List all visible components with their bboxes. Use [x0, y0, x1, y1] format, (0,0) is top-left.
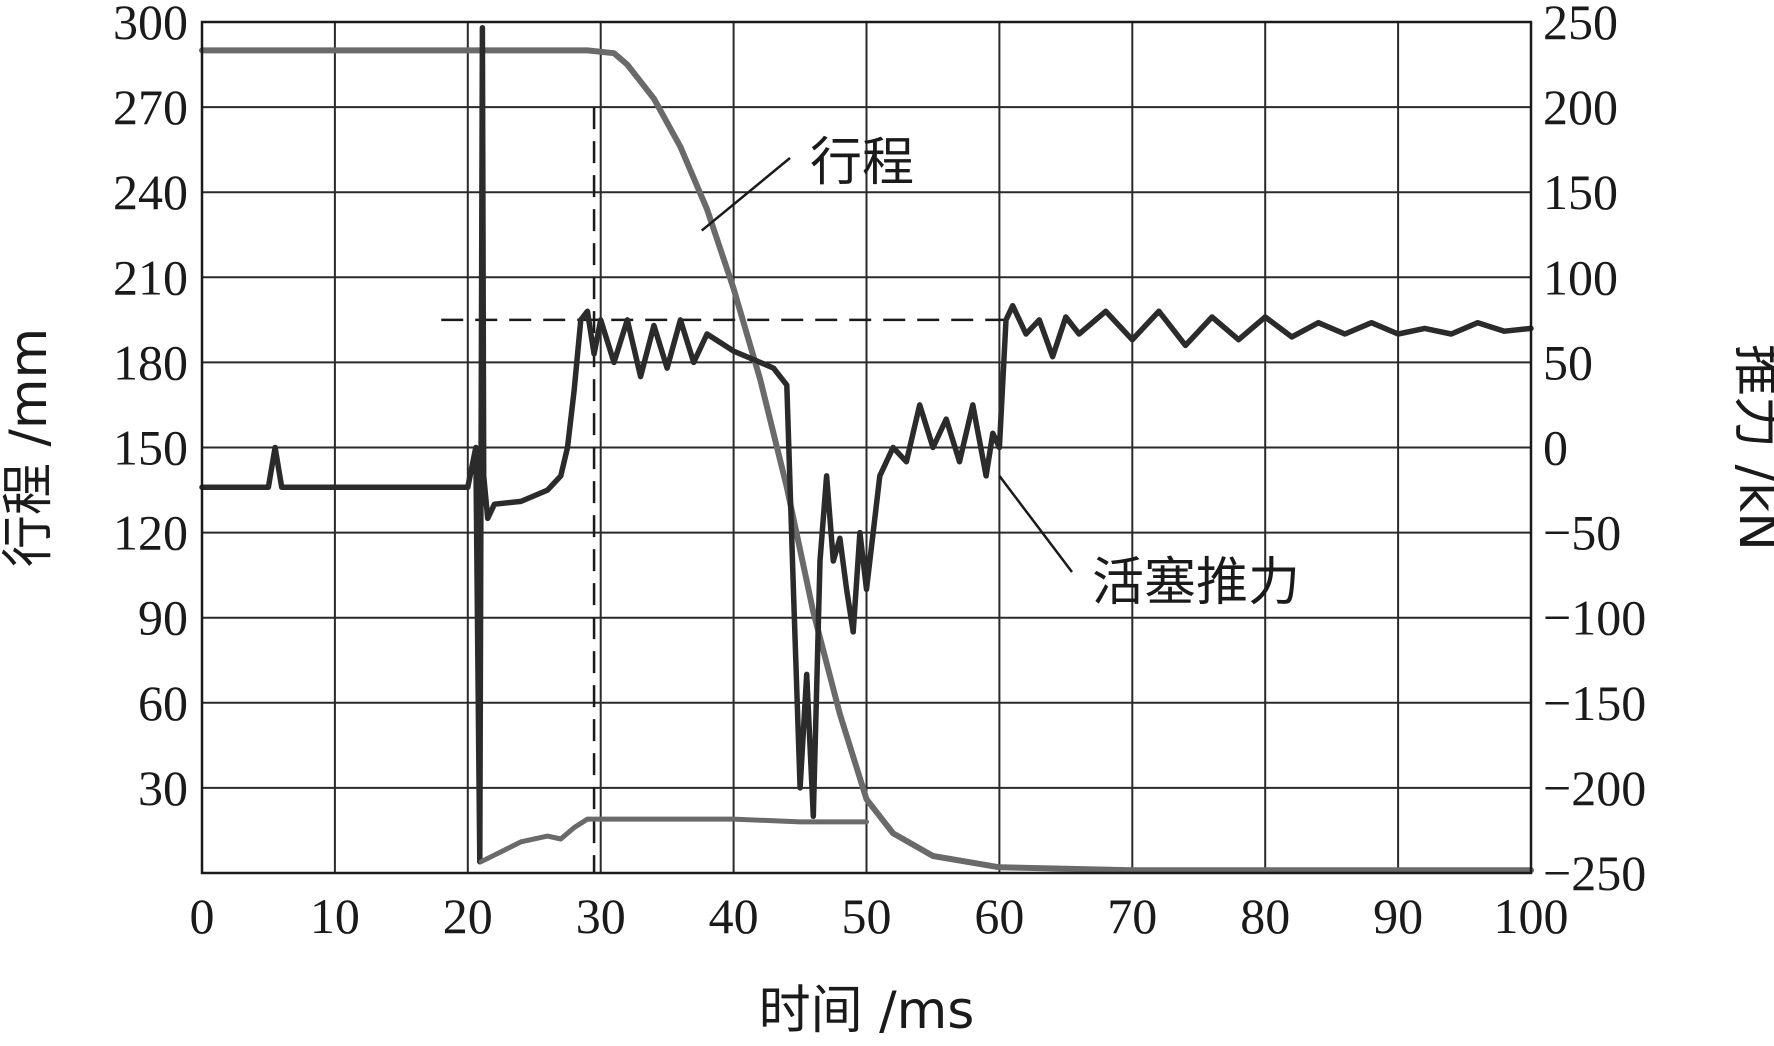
- series-line-3: [478, 816, 869, 865]
- y2-tick-label: 50: [1543, 334, 1593, 390]
- x-tick-label: 70: [1107, 888, 1157, 944]
- x-tick-label: 20: [443, 888, 493, 944]
- y2-tick-label: 150: [1543, 164, 1618, 220]
- annotation-leader: [998, 475, 1073, 573]
- x-tick-label: 60: [974, 888, 1024, 944]
- series-line-2: [199, 24, 1534, 865]
- y-tick-label: 240: [113, 164, 188, 220]
- x-tick-label: 40: [709, 888, 759, 944]
- y2-tick-label: −150: [1543, 675, 1646, 731]
- y2-tick-label: −50: [1543, 505, 1621, 561]
- annotation-stroke-label: 行程: [810, 133, 914, 193]
- x-tick-label: 90: [1373, 888, 1423, 944]
- y2-axis-label: 推力 /kN: [1727, 344, 1774, 551]
- y-tick-label: 90: [138, 590, 188, 646]
- y2-tick-label: 100: [1543, 249, 1618, 305]
- reference-lines: [441, 107, 1013, 873]
- annotation-leader: [700, 157, 791, 232]
- y-tick-label: 30: [138, 760, 188, 816]
- x-tick-label: 10: [310, 888, 360, 944]
- plot-frame: [200, 20, 1533, 875]
- y2-tick-label: 0: [1543, 420, 1568, 476]
- y-tick-label: 150: [113, 420, 188, 476]
- annotation-force-label: 活塞推力: [1092, 553, 1300, 613]
- y-tick-labels: 300 270 240 210 180 150 120 90 60 30: [113, 0, 188, 816]
- y2-tick-label: 200: [1543, 79, 1618, 135]
- y-axis-label: 行程 /mm: [0, 328, 59, 567]
- y-tick-label: 60: [138, 675, 188, 731]
- y2-tick-label: −200: [1543, 760, 1646, 816]
- series-line-1: [199, 47, 1534, 874]
- x-tick-label: 100: [1494, 888, 1569, 944]
- y-tick-label: 180: [113, 334, 188, 390]
- y2-tick-labels: 250 200 150 100 50 0 −50 −100 −150 −200 −250: [1543, 0, 1646, 901]
- x-axis-label: 时间 /ms: [759, 981, 975, 1041]
- y2-tick-label: −250: [1543, 845, 1646, 901]
- series-layer: [199, 24, 1534, 874]
- x-tick-label: 80: [1240, 888, 1290, 944]
- y-tick-label: 120: [113, 505, 188, 561]
- x-tick-label: 50: [842, 888, 892, 944]
- gridlines: [202, 22, 1531, 873]
- y-tick-label: 270: [113, 79, 188, 135]
- x-tick-label: 30: [576, 888, 626, 944]
- y2-tick-label: 250: [1543, 0, 1618, 50]
- y-tick-label: 300: [113, 0, 188, 50]
- y2-tick-label: −100: [1543, 590, 1646, 646]
- x-tick-labels: 0 10 20 30 40 50 60 70 80 90 100: [190, 888, 1569, 944]
- x-tick-label: 0: [190, 888, 215, 944]
- y-tick-label: 210: [113, 249, 188, 305]
